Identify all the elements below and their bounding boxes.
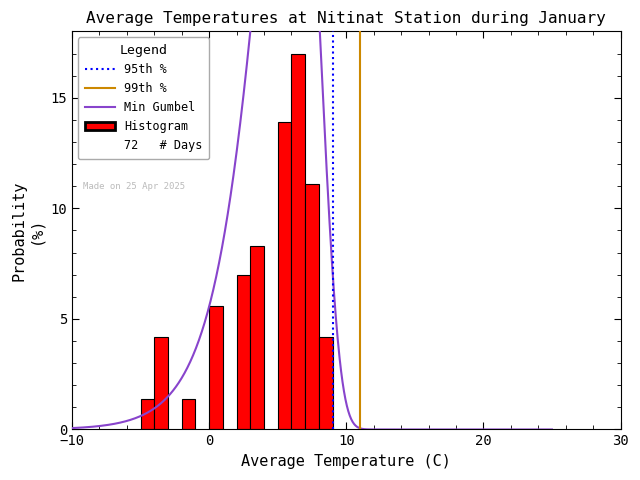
Bar [237, 275, 250, 430]
Title: Average Temperatures at Nitinat Station during January: Average Temperatures at Nitinat Station … [86, 11, 606, 26]
Text: Made on 25 Apr 2025: Made on 25 Apr 2025 [83, 181, 185, 191]
Bar [154, 336, 168, 430]
Bar [209, 306, 223, 430]
Bar [250, 246, 264, 430]
Bar [182, 398, 195, 430]
Bar [278, 122, 291, 430]
Bar [319, 336, 333, 430]
Legend: 95th %, 99th %, Min Gumbel, Histogram, 72   # Days: 95th %, 99th %, Min Gumbel, Histogram, 7… [78, 37, 209, 159]
X-axis label: Average Temperature (C): Average Temperature (C) [241, 454, 451, 469]
Bar [291, 54, 305, 430]
Bar [305, 184, 319, 430]
Y-axis label: Probability
(%): Probability (%) [11, 180, 44, 281]
Bar [141, 398, 154, 430]
